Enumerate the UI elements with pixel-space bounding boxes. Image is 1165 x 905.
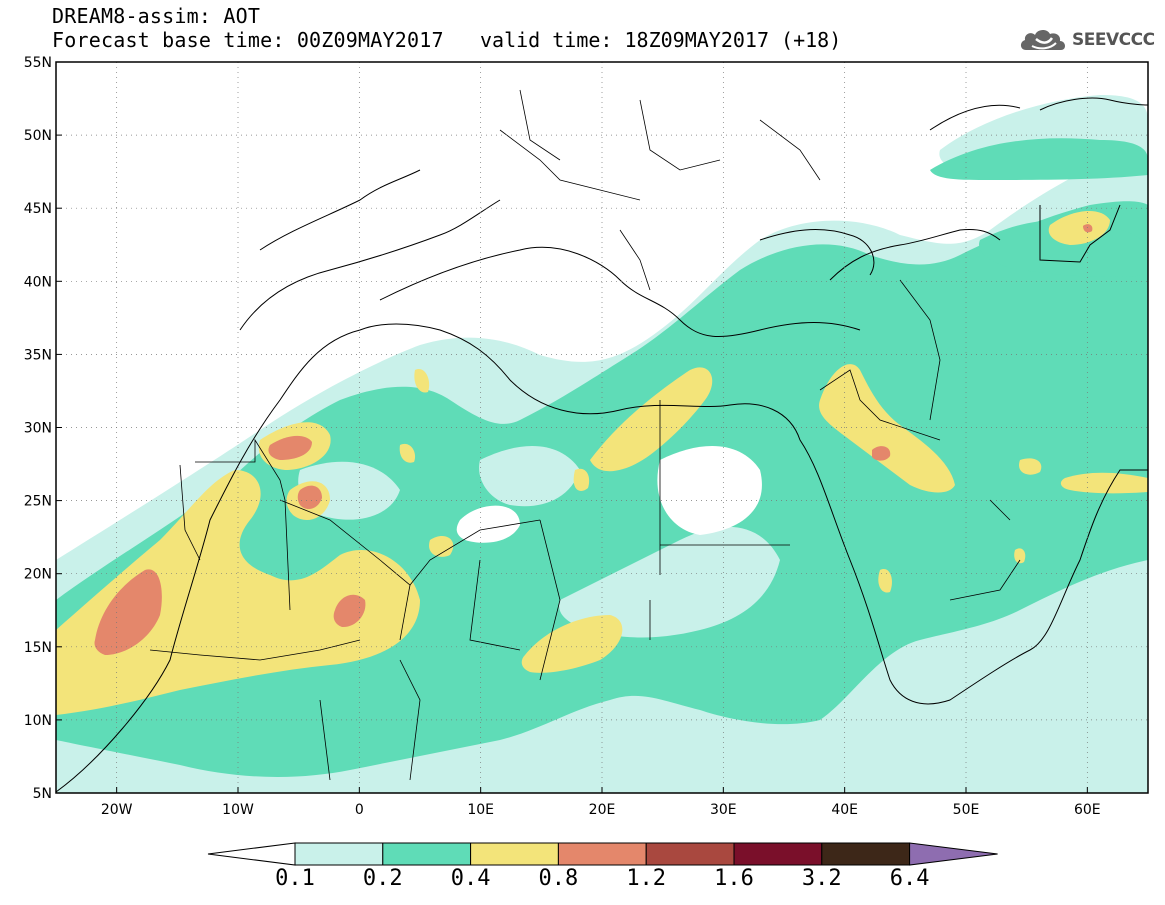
colorbar-label: 3.2 xyxy=(801,866,842,891)
country-borders xyxy=(149,89,1021,781)
lon-tick-label: 40E xyxy=(831,802,858,818)
colorbar-label: 1.2 xyxy=(626,866,667,891)
lat-tick-label: 45N xyxy=(24,201,52,217)
colorbar-label: 0.8 xyxy=(538,866,579,891)
lat-tick-label: 35N xyxy=(24,347,52,363)
colorbar xyxy=(207,842,998,866)
lon-tick-label: 20E xyxy=(589,802,616,818)
map-title: DREAM8-assim: AOT xyxy=(52,4,261,28)
lat-tick-label: 25N xyxy=(24,494,52,510)
cloud-icon xyxy=(1020,29,1066,50)
lon-tick-label: 30E xyxy=(710,802,737,818)
coastlines xyxy=(56,97,1148,793)
lon-tick-label: 0 xyxy=(355,802,364,818)
lat-tick-label: 20N xyxy=(24,567,52,583)
lon-tick-label: 50E xyxy=(953,802,980,818)
colorbar-label: 1.6 xyxy=(714,866,754,891)
aot-band-0.8 xyxy=(94,224,1093,655)
lon-tick-label: 10E xyxy=(467,802,494,818)
graticule xyxy=(56,62,1148,793)
colorbar-swatch xyxy=(382,842,472,866)
colorbar-swatch xyxy=(470,842,559,866)
colorbar-label: 0.1 xyxy=(275,866,315,891)
lat-tick-label: 10N xyxy=(24,713,52,729)
lon-axis: 20W 10W 0 10E 20E 30E 40E 50E 60E xyxy=(101,787,1101,818)
lat-tick-label: 40N xyxy=(24,274,52,290)
lat-tick-label: 5N xyxy=(33,786,52,802)
colorbar-swatch xyxy=(733,842,823,866)
colorbar-right-arrow xyxy=(909,842,998,866)
colorbar-label: 0.4 xyxy=(450,866,491,891)
colorbar-left-arrow xyxy=(207,842,296,866)
seevccc-logo: SEEVCCC xyxy=(1018,26,1155,54)
lat-tick-label: 55N xyxy=(24,55,52,71)
colorbar-swatch xyxy=(645,842,735,866)
colorbar-swatch xyxy=(294,842,384,866)
logo-text: SEEVCCC xyxy=(1072,30,1155,50)
forecast-base-time: Forecast base time: 00Z09MAY2017 xyxy=(52,28,444,52)
lon-tick-label: 60E xyxy=(1074,802,1101,818)
lon-tick-label: 20W xyxy=(101,802,133,818)
lon-tick-label: 10W xyxy=(222,802,254,818)
lat-tick-label: 15N xyxy=(24,640,52,656)
colorbar-swatch xyxy=(821,842,911,866)
lat-tick-label: 30N xyxy=(24,421,52,437)
lat-tick-label: 50N xyxy=(24,128,52,144)
colorbar-swatch xyxy=(557,842,647,866)
colorbar-label: 0.2 xyxy=(362,866,403,891)
lat-axis: 5N 10N 15N 20N 25N 30N 35N 40N 45N 50N 55N xyxy=(24,55,62,802)
valid-time: valid time: 18Z09MAY2017 (+18) xyxy=(480,28,842,52)
colorbar-label: 6.4 xyxy=(889,866,930,891)
